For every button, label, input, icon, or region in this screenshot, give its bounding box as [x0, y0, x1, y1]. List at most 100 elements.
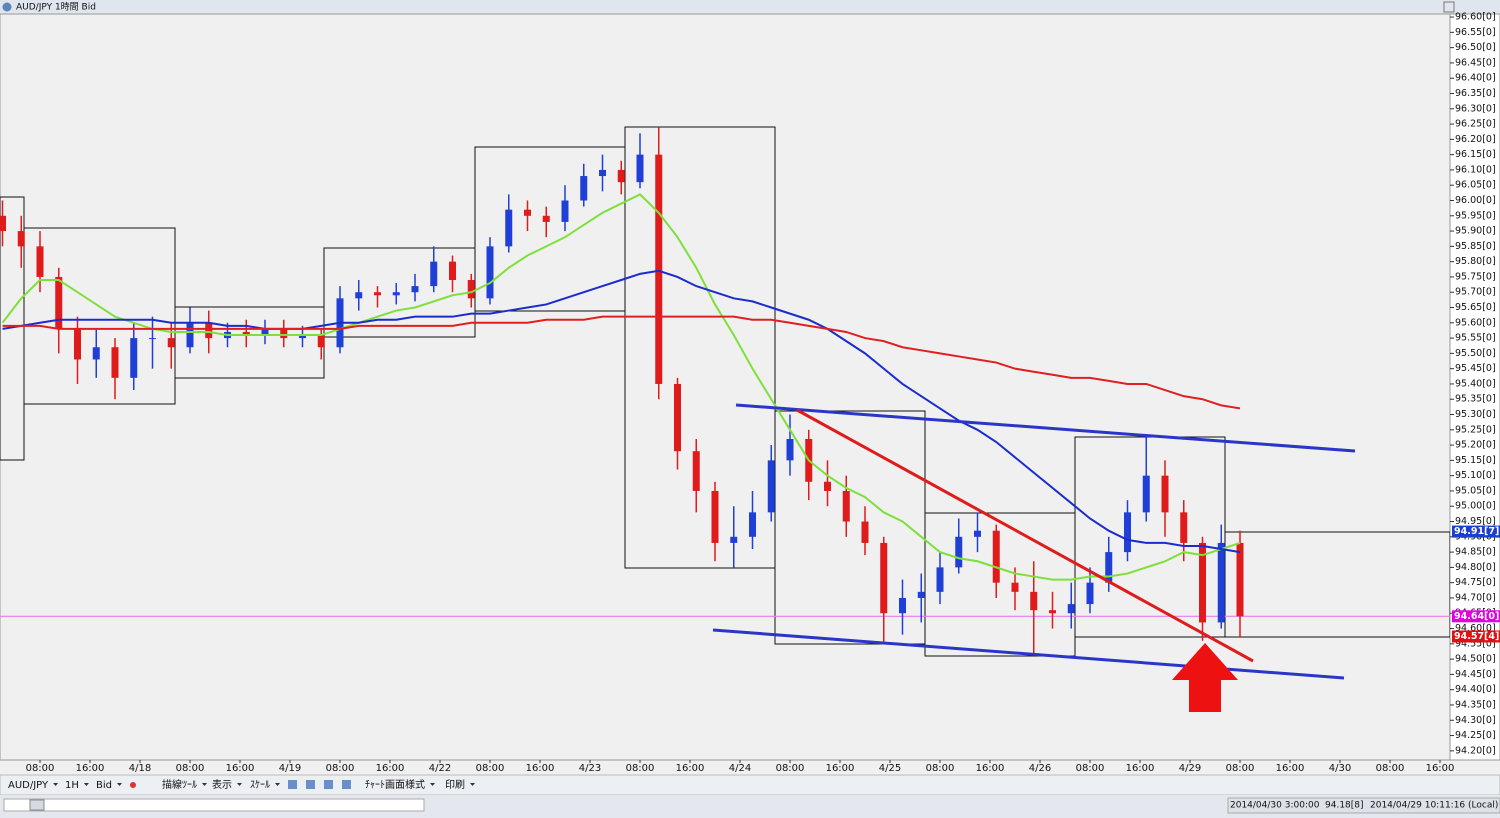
scrollbar[interactable]	[3, 798, 425, 812]
candle-body	[186, 322, 194, 348]
dropdown-arrow[interactable]	[470, 783, 475, 786]
status-price: 94.18[8]	[1325, 801, 1364, 811]
toolbar-button[interactable]: 描線ﾂｰﾙ	[162, 778, 197, 791]
toolbar-button[interactable]: 表示	[212, 779, 232, 791]
candle-body	[430, 261, 438, 287]
candle-body	[280, 328, 288, 339]
scroll-thumb[interactable]	[29, 799, 45, 811]
candle-body	[36, 246, 44, 277]
candle-body	[130, 338, 138, 378]
y-tick-label: 95.35[0]	[1455, 394, 1496, 405]
y-tick-label: 95.25[0]	[1455, 424, 1496, 435]
y-tick-label: 95.40[0]	[1455, 378, 1496, 389]
toolbar-button[interactable]: ｽｹｰﾙ	[250, 779, 270, 791]
candle-body	[617, 169, 625, 183]
x-tick-label: 16:00	[676, 763, 705, 774]
x-tick-label: 16:00	[1126, 763, 1155, 774]
candle-body	[955, 536, 963, 568]
candle-body	[636, 154, 644, 183]
y-tick-label: 94.60[0]	[1455, 623, 1496, 634]
candle-body	[1142, 475, 1150, 513]
status-time: 2014/04/30 3:00:00	[1230, 801, 1320, 811]
dropdown-arrow[interactable]	[202, 783, 207, 786]
trendline-lower	[712, 628, 1345, 680]
y-tick-label: 94.25[0]	[1455, 730, 1496, 741]
candle-body	[599, 169, 606, 177]
time-axis: 08:00 16:00 4/18 08:00 16:00 4/19 08:00 16:00 4/…	[26, 760, 1455, 774]
dropdown-arrow[interactable]	[275, 783, 280, 786]
y-tick-label: 96.45[0]	[1455, 57, 1496, 68]
candle-body	[674, 383, 681, 452]
tool-icon[interactable]	[342, 780, 351, 789]
x-tick-label: 16:00	[1276, 763, 1305, 774]
y-tick-label: 95.85[0]	[1455, 241, 1496, 252]
candle-body	[149, 338, 156, 340]
candle-body	[524, 209, 531, 216]
y-tick-label: 95.55[0]	[1455, 333, 1496, 344]
dropdown-arrow[interactable]	[53, 783, 59, 786]
candle-body	[505, 209, 513, 247]
candle-body	[899, 597, 906, 614]
x-tick-label: 08:00	[776, 763, 805, 774]
tool-icon[interactable]	[324, 780, 333, 789]
y-tick-label: 95.90[0]	[1455, 226, 1496, 237]
candle-body	[655, 154, 663, 384]
x-tick-label: 4/18	[129, 763, 151, 774]
window-restore[interactable]	[1443, 1, 1455, 13]
y-tick-label: 96.20[0]	[1455, 134, 1496, 145]
x-tick-label: 4/26	[1029, 763, 1051, 774]
toolbar-items: AUD/JPY 1H Bid 描線ﾂｰﾙ 表示 ｽｹｰﾙ ﾁｬｰﾄ画面様式 印刷	[8, 778, 475, 791]
candle-body	[449, 261, 456, 280]
dropdown-arrow[interactable]	[117, 783, 122, 786]
drawings	[712, 403, 1356, 712]
y-tick-label: 94.45[0]	[1455, 669, 1496, 680]
toolbar-button[interactable]: ﾁｬｰﾄ画面様式	[365, 778, 425, 791]
toolbar-button[interactable]: 印刷	[445, 779, 465, 791]
y-tick-label: 95.75[0]	[1455, 271, 1496, 282]
x-tick-label: 16:00	[1426, 763, 1455, 774]
dropdown-arrow[interactable]	[83, 783, 89, 786]
y-tick-label: 94.40[0]	[1455, 684, 1496, 695]
y-tick-label: 94.95[0]	[1455, 516, 1496, 527]
toolbar-icons	[288, 780, 351, 789]
candle-body	[374, 292, 381, 296]
candle-body	[842, 490, 850, 522]
price-tag	[1452, 525, 1500, 538]
y-tick-label: 95.70[0]	[1455, 287, 1496, 298]
dropdown-arrow[interactable]	[430, 783, 435, 786]
candle-body	[861, 521, 869, 543]
y-tick-label: 95.60[0]	[1455, 317, 1496, 328]
candle-body	[917, 591, 925, 598]
color-icon[interactable]	[130, 782, 136, 788]
y-tick-label: 95.45[0]	[1455, 363, 1496, 374]
status-panel	[1227, 797, 1500, 814]
candle-body	[1236, 542, 1244, 617]
moving-average	[2, 269, 1241, 554]
toolbar-button[interactable]: AUD/JPY	[8, 780, 49, 791]
x-tick-label: 08:00	[626, 763, 655, 774]
price-axis-labels: 94.20[0] 94.25[0] 94.30[0] 94.35[0] 94.40[0]…	[1450, 12, 1500, 756]
y-tick-label: 94.85[0]	[1455, 547, 1496, 558]
y-tick-label: 94.50[0]	[1455, 654, 1496, 665]
candle-body	[317, 335, 325, 348]
title-bar	[0, 0, 1500, 14]
x-tick-label: 4/29	[1179, 763, 1201, 774]
candle-body	[74, 328, 81, 360]
candle-body	[1124, 512, 1131, 553]
price-tag-label: 94.91[7]	[1454, 526, 1499, 537]
trendline-red	[796, 408, 1254, 663]
y-tick-label: 95.10[0]	[1455, 470, 1496, 481]
candle-body	[0, 215, 6, 232]
dropdown-arrow[interactable]	[237, 783, 242, 786]
toolbar-button[interactable]: Bid	[96, 780, 112, 791]
tool-icon[interactable]	[306, 780, 315, 789]
candle-body	[411, 286, 419, 293]
x-tick-label: 08:00	[476, 763, 505, 774]
x-tick-label: 16:00	[526, 763, 555, 774]
status-local-time: 2014/04/29 10:11:16 (Local)	[1370, 801, 1498, 811]
x-tick-label: 16:00	[976, 763, 1005, 774]
tool-icon[interactable]	[288, 780, 297, 789]
toolbar-button[interactable]: 1H	[65, 780, 79, 791]
x-tick-label: 4/22	[429, 763, 451, 774]
x-tick-label: 08:00	[926, 763, 955, 774]
